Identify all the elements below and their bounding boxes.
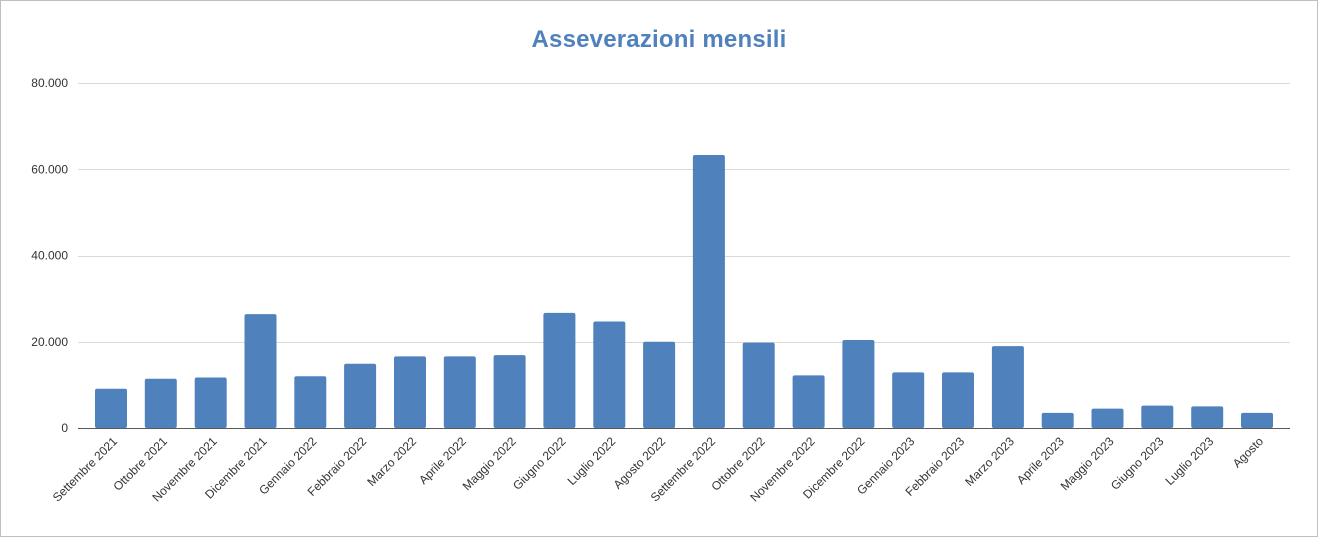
bar (892, 372, 925, 428)
bar (493, 355, 526, 428)
bar (543, 312, 576, 428)
y-tick-label: 40.000 (31, 249, 68, 263)
bars (95, 155, 1273, 429)
x-category-label: Marzo 2022 (364, 434, 419, 489)
bar (792, 375, 825, 428)
bar (244, 314, 277, 428)
bar (593, 321, 626, 428)
x-category-label: Settembre 2021 (50, 434, 121, 505)
bar (1191, 406, 1224, 428)
bar (991, 346, 1024, 428)
bar (294, 376, 327, 429)
x-category-label: Agosto (1230, 434, 1267, 471)
x-category-label: Luglio 2022 (565, 434, 619, 488)
bar (95, 388, 127, 428)
x-category-label: Giugno 2023 (1108, 434, 1167, 493)
y-axis-tick-labels: 0 20.000 40.000 60.000 80.000 (31, 76, 68, 435)
bar (394, 356, 426, 428)
bar (1091, 408, 1124, 428)
x-category-label: Aprile 2023 (1014, 434, 1067, 487)
x-category-label: Aprile 2022 (416, 434, 469, 487)
y-tick-label: 60.000 (31, 162, 68, 176)
bar (443, 356, 476, 428)
bar (344, 363, 377, 428)
bar (643, 341, 676, 429)
bar (842, 340, 875, 428)
x-category-label: Marzo 2023 (962, 434, 1017, 489)
x-category-label: Maggio 2022 (460, 434, 519, 493)
x-category-label: Maggio 2023 (1058, 434, 1117, 493)
x-category-label: Luglio 2023 (1163, 434, 1217, 488)
bar (742, 342, 775, 428)
bar (144, 378, 177, 428)
bar (1041, 412, 1074, 428)
y-tick-label: 20.000 (31, 335, 68, 349)
bar (692, 155, 725, 428)
y-tick-label: 80.000 (31, 76, 68, 90)
bar (1241, 412, 1273, 428)
bar (194, 377, 227, 428)
bar (942, 372, 974, 428)
bar (1141, 405, 1174, 428)
y-tick-label: 0 (61, 421, 68, 435)
x-category-label: Giugno 2022 (510, 434, 569, 493)
gridlines (78, 83, 1290, 343)
chart-title: Asseverazioni mensili (531, 26, 787, 53)
